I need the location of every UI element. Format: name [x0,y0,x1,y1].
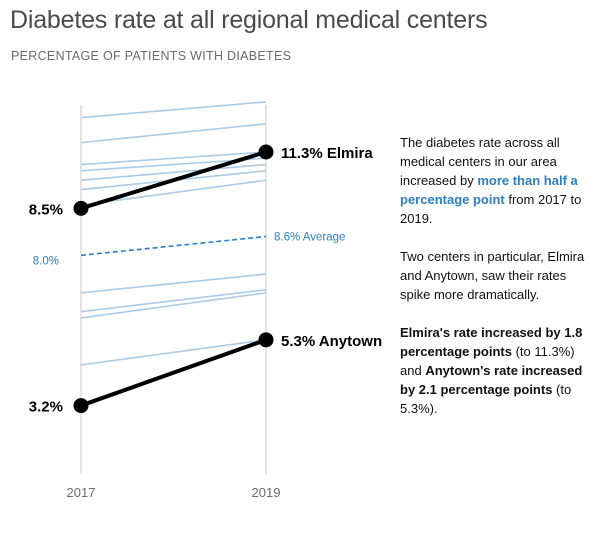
highlight-start-label: 3.2% [29,399,63,416]
highlight-end-point [258,144,274,160]
highlight-start-point [73,398,89,414]
annotation-paragraph-1: The diabetes rate across all medical cen… [400,135,582,226]
background-series-line [80,163,267,181]
background-series-line [80,123,267,144]
highlight-end-label: 11.3% Elmira [281,145,373,162]
highlight-end-label: 5.3% Anytown [281,333,382,350]
x-tick-label: 2017 [67,485,96,500]
chart-title: Diabetes rate at all regional medical ce… [10,6,488,34]
annotation-text: The diabetes rate across all medical cen… [400,133,592,437]
background-series-line [80,101,267,119]
x-tick-label: 2019 [252,485,281,500]
highlight-series-line [80,150,267,211]
chart-subtitle: PERCENTAGE OF PATIENTS WITH DIABETES [11,49,292,63]
background-series-line [80,288,267,313]
highlight-start-label: 8.5% [29,201,63,218]
background-series-line [80,339,267,366]
average-end-label: 8.6% Average [274,232,345,244]
background-series-line [80,292,267,319]
highlight-start-point [73,200,89,216]
background-series-line [80,273,267,294]
annotation-paragraph-2: Two centers in particular, Elmira and An… [400,249,585,302]
annotation-paragraph-3: Elmira's rate increased by 1.8 percentag… [400,325,583,416]
highlight-series-line [80,337,267,408]
highlight-end-point [258,332,274,348]
background-series-line [80,151,267,166]
average-start-label: 8.0% [33,255,59,267]
average-series-line [80,235,267,257]
